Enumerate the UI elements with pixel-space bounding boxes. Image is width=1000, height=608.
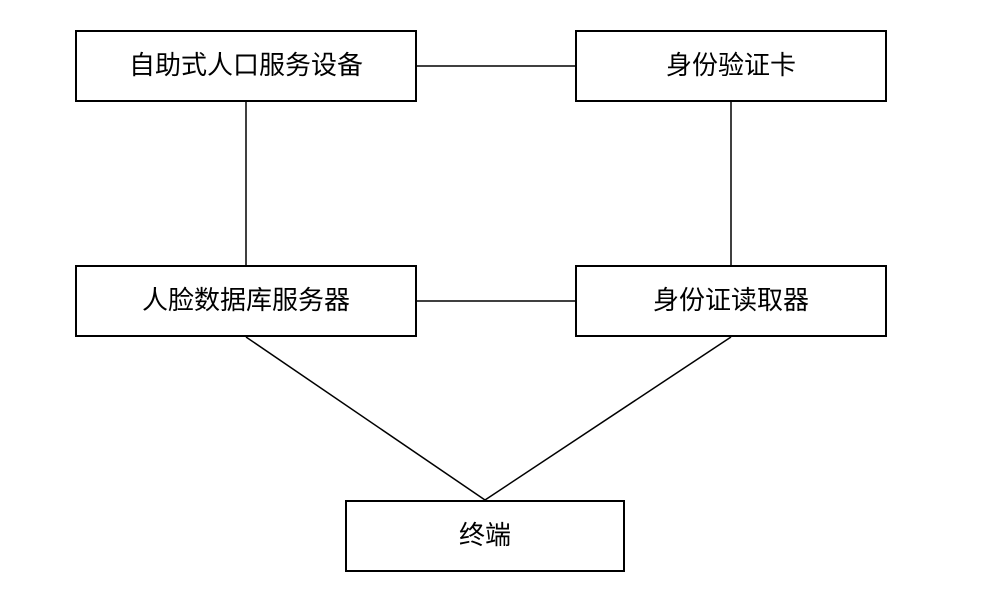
node-label-self-service-device: 自助式人口服务设备 bbox=[129, 50, 363, 81]
node-label-id-card-reader: 身份证读取器 bbox=[653, 285, 809, 316]
node-label-id-verification-card: 身份验证卡 bbox=[666, 50, 796, 81]
node-id-verification-card: 身份验证卡 bbox=[575, 30, 887, 102]
node-face-db-server: 人脸数据库服务器 bbox=[75, 265, 417, 337]
node-id-card-reader: 身份证读取器 bbox=[575, 265, 887, 337]
node-label-terminal: 终端 bbox=[459, 520, 511, 551]
node-terminal: 终端 bbox=[345, 500, 625, 572]
node-label-face-db-server: 人脸数据库服务器 bbox=[142, 285, 350, 316]
node-self-service-device: 自助式人口服务设备 bbox=[75, 30, 417, 102]
